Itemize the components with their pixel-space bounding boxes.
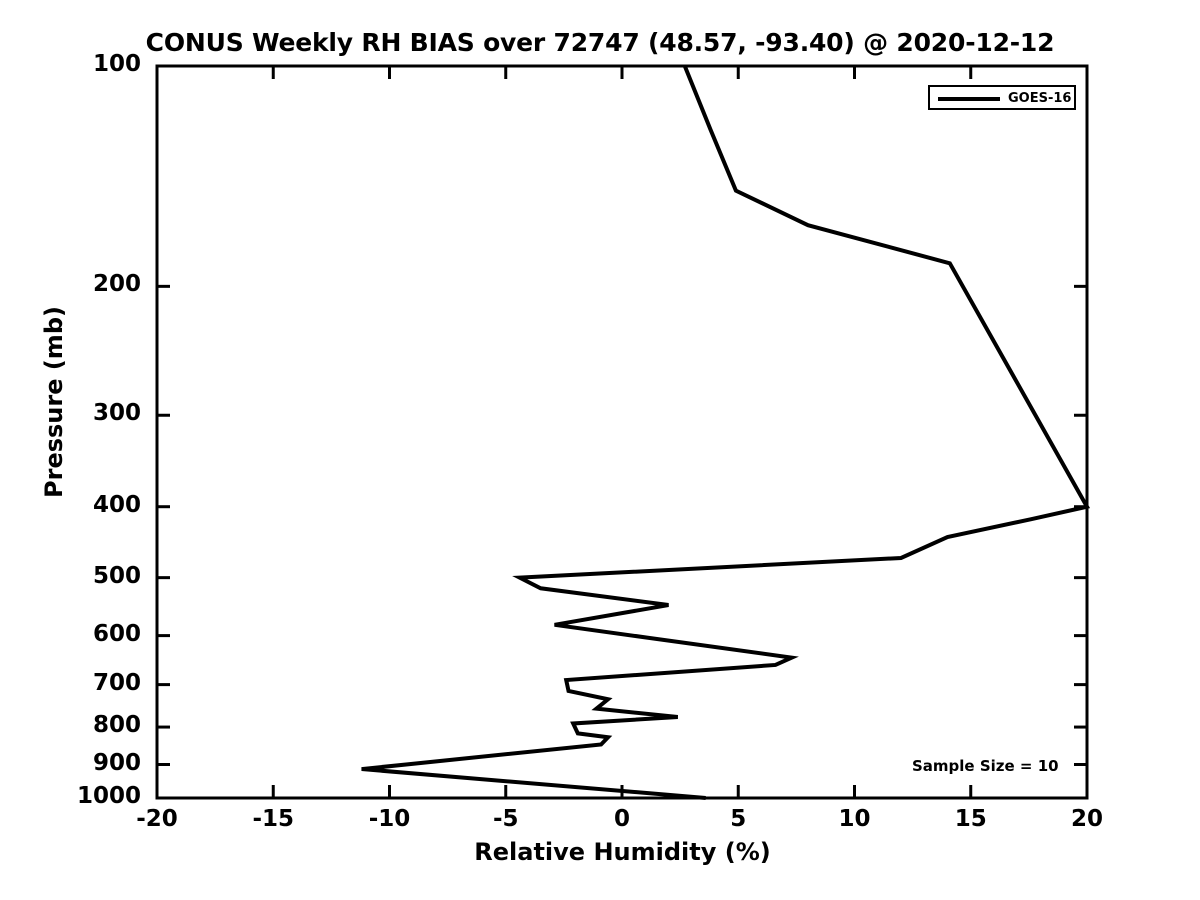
x-tick-label: 20: [1070, 806, 1103, 832]
x-tick-label: 15: [954, 806, 987, 832]
x-tick-label: 0: [613, 806, 630, 832]
x-tick-label: -20: [136, 806, 178, 832]
y-tick-label: 1000: [76, 783, 141, 809]
y-tick-label: 200: [92, 271, 141, 298]
data-line-goes-16: [361, 65, 1091, 800]
x-tick-label: 5: [730, 806, 747, 832]
legend: GOES-16: [928, 85, 1076, 110]
y-tick-label: 800: [92, 712, 141, 739]
chart-title: CONUS Weekly RH BIAS over 72747 (48.57, …: [145, 28, 1055, 57]
x-tick-label: -10: [368, 806, 411, 832]
legend-label-goes-16: GOES-16: [1008, 91, 1072, 106]
y-tick-label: 600: [92, 620, 141, 647]
x-tick-label: -5: [492, 806, 519, 832]
legend-line-swatch-goes-16: [938, 97, 1000, 101]
data-series-group: [361, 65, 1091, 800]
y-tick-label: 700: [92, 669, 141, 696]
x-tick-label: -15: [252, 806, 295, 832]
sample-size-annotation: Sample Size = 10: [912, 757, 1059, 775]
plot-axes: [155, 64, 1089, 800]
y-tick-label: 300: [92, 400, 141, 427]
y-tick-label: 900: [92, 749, 141, 776]
x-tick-label: 10: [838, 806, 871, 832]
x-axis-label: Relative Humidity (%): [474, 838, 771, 866]
y-axis-label: Pressure (mb): [40, 306, 68, 498]
y-tick-label: 100: [92, 51, 141, 77]
y-tick-label: 400: [92, 491, 141, 518]
axis-ticks: [155, 64, 1089, 800]
y-tick-label: 500: [92, 562, 141, 589]
